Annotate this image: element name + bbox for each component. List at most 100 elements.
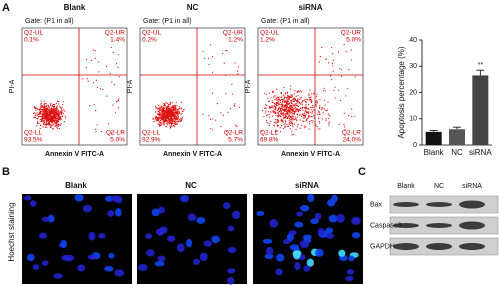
dot (44, 113, 46, 115)
dot (230, 108, 232, 110)
dot (278, 110, 281, 112)
dot (316, 125, 318, 128)
quadrant-name: Q2-UR (105, 30, 126, 37)
y-tick-label: 20 (409, 89, 417, 96)
dot (308, 128, 310, 130)
dot (44, 108, 46, 110)
dot (155, 117, 157, 119)
nucleus (296, 211, 303, 217)
nucleus (115, 208, 122, 217)
dot (276, 99, 278, 101)
dot (266, 121, 268, 124)
dot (328, 122, 330, 124)
nucleus (138, 264, 148, 272)
dot (48, 108, 50, 111)
dot (59, 107, 61, 109)
dot (210, 118, 212, 121)
dot (44, 102, 46, 105)
dot (165, 111, 167, 113)
dot (281, 105, 283, 107)
dot (286, 117, 288, 120)
dot (163, 110, 165, 113)
dot (280, 118, 283, 120)
dot (318, 107, 321, 109)
dot (223, 62, 225, 64)
dot (42, 126, 44, 128)
dot (38, 115, 40, 118)
quadrant-value: 5.7% (228, 137, 243, 144)
dot (156, 108, 159, 110)
dot (96, 124, 98, 126)
dot (44, 124, 46, 126)
dot (310, 96, 312, 98)
quadrant-name: Q2-UL (142, 30, 162, 37)
dot (167, 121, 170, 123)
dot (274, 111, 276, 113)
dot (56, 126, 58, 128)
dot (287, 111, 289, 113)
panel-label: B (2, 166, 10, 178)
dot (300, 96, 302, 98)
dot (316, 93, 318, 95)
dot (41, 104, 43, 106)
dot (307, 112, 309, 114)
dot (277, 102, 279, 104)
quadrant-value: 1.4% (110, 37, 125, 44)
dot (177, 115, 179, 117)
dot (157, 117, 159, 119)
dot (268, 92, 270, 94)
x-axis-label: Annexin V FITC-A (45, 151, 104, 158)
dot (278, 115, 280, 117)
dot (39, 115, 41, 117)
dot (170, 120, 172, 122)
dot (295, 128, 297, 131)
dot (42, 115, 44, 117)
dot (291, 94, 293, 96)
dot (43, 104, 46, 107)
x-axis-label: Annexin V FITC-A (281, 151, 340, 158)
dot (292, 117, 294, 120)
dot (33, 112, 36, 114)
dot (287, 91, 289, 93)
dot (46, 123, 48, 126)
dot (306, 110, 308, 113)
dot (279, 114, 281, 117)
dot (115, 63, 118, 65)
dot (154, 119, 156, 121)
bar (472, 75, 489, 145)
dot (286, 92, 289, 94)
nucleus (351, 232, 361, 239)
blot-row: GAPDH (370, 243, 395, 250)
nucleus (32, 264, 40, 271)
dot (267, 114, 269, 116)
dot (264, 112, 266, 114)
dot (288, 123, 290, 125)
dot (301, 113, 303, 115)
dot (167, 108, 170, 110)
dot (173, 113, 175, 115)
dot (175, 118, 177, 120)
dot (290, 101, 293, 103)
dot (283, 95, 285, 97)
dot (47, 124, 49, 126)
dot (274, 107, 276, 109)
dot (47, 121, 49, 123)
dot (313, 92, 315, 94)
dot (310, 119, 312, 122)
dot (290, 109, 292, 111)
dot (53, 121, 56, 123)
dot (319, 99, 321, 101)
dot (62, 104, 64, 106)
dot (50, 102, 52, 105)
dot (286, 112, 288, 114)
dot (237, 66, 239, 68)
dot (296, 126, 298, 128)
dot (278, 101, 280, 103)
dot (288, 116, 290, 118)
quadrant-name: Q2-LL (260, 130, 278, 137)
dot (293, 104, 295, 106)
dot (276, 124, 278, 126)
nucleus (77, 264, 86, 272)
dot (226, 50, 228, 52)
dot (288, 122, 290, 124)
